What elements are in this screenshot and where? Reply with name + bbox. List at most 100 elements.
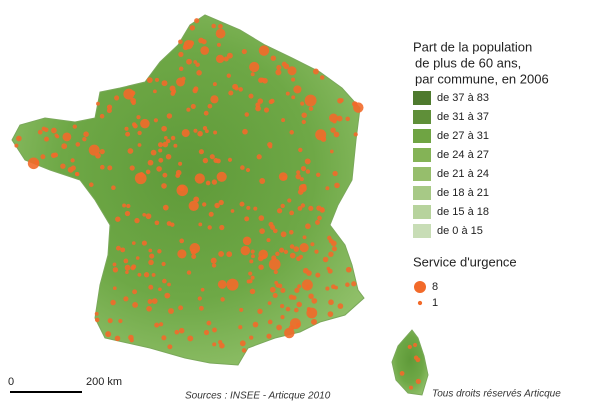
hospital-dot <box>120 247 126 253</box>
hospital-dot <box>299 243 309 253</box>
hospital-dot <box>107 165 113 171</box>
hospital-dot <box>198 305 204 311</box>
hospital-dot <box>305 223 311 230</box>
hospital-dot <box>162 172 168 178</box>
hospital-dot <box>178 327 185 334</box>
hospital-dot <box>255 105 262 112</box>
hospital-dot <box>297 284 302 289</box>
hospital-dot <box>149 253 155 259</box>
hospital-dot <box>83 131 89 138</box>
hospital-dot <box>140 118 150 129</box>
hospital-dot <box>129 338 134 343</box>
hospital-dot <box>227 157 233 162</box>
hospital-dot <box>210 95 219 104</box>
hospital-dot <box>258 45 270 56</box>
hospital-dot <box>304 158 311 165</box>
hospital-dot <box>301 279 313 291</box>
hospital-dot <box>177 249 187 259</box>
hospital-dot <box>278 172 288 181</box>
hospital-dot <box>61 143 68 150</box>
hospital-dot <box>310 242 315 247</box>
hospital-dot <box>276 324 282 331</box>
hospital-dot <box>146 305 152 312</box>
hospital-dot <box>289 252 296 259</box>
hospital-dot <box>82 137 87 142</box>
hospital-dot <box>353 102 364 113</box>
hospital-dot <box>250 72 255 77</box>
hospital-dot <box>271 255 277 261</box>
hospital-dot <box>274 280 279 285</box>
hospital-dot <box>193 128 198 133</box>
hospital-dot <box>275 251 280 257</box>
hospital-dot <box>336 115 343 122</box>
hospital-dot <box>62 132 72 142</box>
hospital-dot <box>44 136 49 142</box>
hospital-dot <box>164 292 171 299</box>
hospital-dot <box>210 257 217 264</box>
hospital-dot <box>334 182 340 189</box>
hospital-dot <box>194 173 205 184</box>
hospital-dot <box>112 262 117 267</box>
corsica-shape <box>391 329 429 396</box>
hospital-dot <box>211 179 218 185</box>
hospital-dot <box>212 342 217 347</box>
hospital-dot <box>295 173 301 180</box>
hospital-dot <box>161 80 168 87</box>
hospital-dot <box>299 177 304 182</box>
hospital-dot <box>230 209 235 213</box>
hospital-dot <box>197 296 202 301</box>
hospital-dot <box>209 154 215 160</box>
hospital-dot <box>55 134 60 139</box>
hospital-dot <box>123 258 129 264</box>
hospital-dot <box>328 251 334 257</box>
legend-label: de 37 à 83 <box>437 92 489 104</box>
hospital-dot <box>259 178 266 184</box>
hospital-dot <box>308 106 314 111</box>
hospital-dot <box>217 23 223 29</box>
hospital-dot <box>178 51 184 58</box>
hospital-dot <box>213 130 218 135</box>
hospital-dot <box>200 46 210 55</box>
hospital-dot <box>246 279 251 284</box>
hospital-dot <box>276 64 282 71</box>
hospital-dot <box>131 241 136 245</box>
hospital-dot <box>280 287 286 293</box>
urgency-title: Service d'urgence <box>413 254 517 269</box>
hospital-dot <box>198 149 204 155</box>
hospital-dot <box>124 126 129 131</box>
hospital-dot <box>158 287 162 292</box>
hospital-dot <box>202 202 207 207</box>
hospital-dot <box>319 75 325 80</box>
hospital-dot <box>112 267 119 273</box>
hospital-dot <box>115 216 121 222</box>
hospital-dot <box>298 147 303 153</box>
hospital-dot <box>291 77 296 82</box>
hospital-dot <box>407 344 412 350</box>
hospital-dot <box>250 275 255 280</box>
hospital-dot <box>67 166 74 173</box>
hospital-dot <box>158 157 164 163</box>
legend-label: de 31 à 37 <box>437 111 489 123</box>
hospital-dot <box>137 143 142 147</box>
hospital-dot <box>158 322 164 327</box>
hospital-dot <box>320 207 325 212</box>
hospital-dot <box>202 157 209 164</box>
hospital-dot <box>202 125 208 131</box>
hospital-dot <box>226 73 231 78</box>
hospital-dot <box>127 148 134 154</box>
hospital-dot <box>167 344 173 350</box>
hospital-dot <box>248 93 254 99</box>
hospital-dot <box>187 335 194 342</box>
hospital-dot <box>315 272 321 278</box>
hospital-dot <box>239 340 246 347</box>
hospital-dot <box>165 153 172 160</box>
hospital-dot <box>218 199 224 206</box>
hospital-dot <box>328 299 334 306</box>
hospital-dot <box>300 166 307 172</box>
hospital-dot <box>296 170 301 175</box>
hospital-dot <box>207 225 212 230</box>
hospital-dot <box>178 305 184 311</box>
hospital-dot <box>280 203 285 209</box>
hospital-dot <box>240 165 245 170</box>
